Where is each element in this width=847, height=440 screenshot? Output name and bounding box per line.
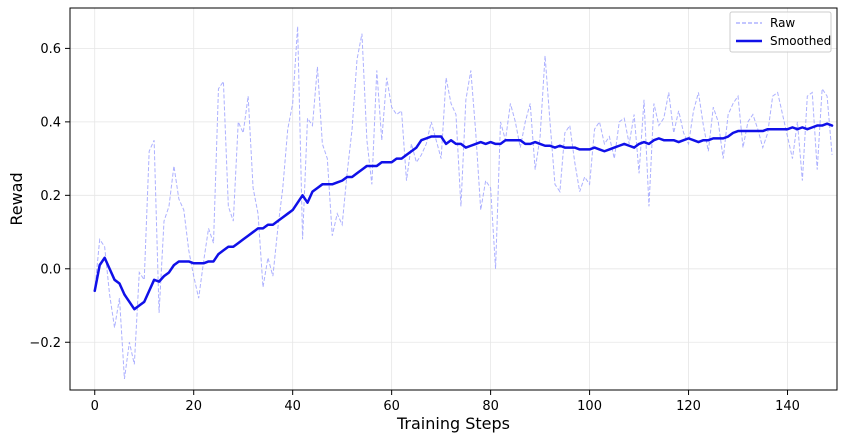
gridlines — [70, 8, 837, 390]
y-tick-label: −0.2 — [29, 336, 61, 351]
x-tick-label: 60 — [383, 399, 400, 414]
series-group — [93, 26, 834, 380]
y-axis-label: Rewad — [7, 172, 26, 225]
x-axis-label: Training Steps — [396, 414, 510, 433]
x-tick-label: 40 — [284, 399, 301, 414]
y-tick-label: 0.6 — [40, 42, 61, 57]
x-tick-label: 140 — [775, 399, 800, 414]
legend-smoothed-label: Smoothed — [770, 34, 831, 48]
y-tick-label: 0.2 — [40, 189, 61, 204]
series-line-raw — [94, 26, 833, 380]
x-tick-label: 0 — [91, 399, 99, 414]
y-tick-label: 0.4 — [40, 115, 61, 130]
x-tick-label: 80 — [482, 399, 499, 414]
legend: Raw Smoothed — [729, 11, 832, 53]
x-tick-label: 100 — [577, 399, 602, 414]
y-tick-label: 0.0 — [40, 262, 61, 277]
ticks: 0 20 40 60 80 100 120 140 −0.2 0.0 0.2 0.4 0.6 — [29, 42, 800, 414]
x-tick-label: 20 — [185, 399, 202, 414]
series-line-smoothed — [93, 122, 834, 311]
legend-raw-label: Raw — [770, 16, 795, 30]
plot-frame — [69, 7, 838, 391]
x-tick-label: 120 — [676, 399, 701, 414]
